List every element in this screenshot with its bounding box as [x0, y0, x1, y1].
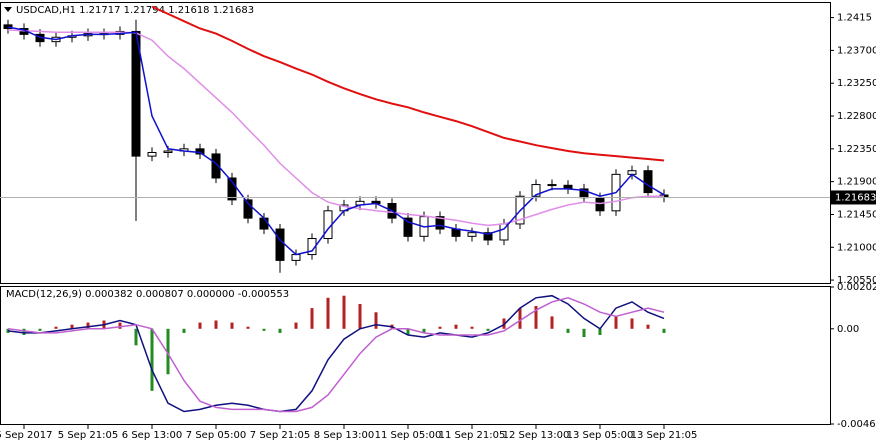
x-tick-label: 13 Sep 05:00	[567, 430, 634, 441]
histogram-bar	[422, 328, 426, 333]
x-tick-label: 5 Sep 2017	[0, 430, 53, 441]
candle-body	[643, 170, 653, 194]
histogram-bar	[598, 328, 602, 335]
histogram-bar	[86, 322, 90, 329]
histogram-bar	[438, 326, 442, 329]
candle-body	[131, 30, 141, 157]
histogram-bar	[662, 328, 666, 333]
last-price-box	[831, 190, 876, 205]
x-tick-label: 5 Sep 21:05	[58, 430, 118, 441]
histogram-bar	[38, 328, 42, 331]
histogram-bar	[646, 324, 650, 329]
x-tick-label: 11 Sep 21:05	[439, 430, 506, 441]
price-panel-frame	[0, 2, 831, 284]
histogram-bar	[470, 326, 474, 329]
histogram-bar	[326, 297, 330, 329]
candle-body	[547, 184, 557, 187]
y-tick-label: 1.2415	[837, 13, 872, 24]
y-tick-label: 1.22800	[837, 111, 876, 122]
histogram-bar	[230, 322, 234, 329]
histogram-bar	[166, 328, 170, 375]
y-tick-label: 1.20550	[837, 275, 876, 286]
y-tick-label: 1.22350	[837, 144, 876, 155]
histogram-bar	[454, 324, 458, 329]
x-tick-label: 6 Sep 13:00	[122, 430, 182, 441]
macd-panel-frame	[0, 286, 831, 425]
candle-body	[531, 184, 541, 197]
histogram-bar	[566, 328, 570, 333]
histogram-bar	[310, 308, 314, 329]
histogram-bar	[134, 328, 138, 346]
macd-title: MACD(12,26,9) 0.000382 0.000807 0.000000…	[6, 289, 289, 300]
y-tick-label: 1.21000	[837, 242, 876, 253]
x-tick-label: 8 Sep 13:00	[314, 430, 374, 441]
histogram-bar	[70, 324, 74, 329]
last-price-label: 1.21683	[835, 192, 876, 203]
y-tick-label: 1.21900	[837, 177, 876, 188]
histogram-bar	[502, 318, 506, 329]
histogram-bar	[406, 328, 410, 335]
indicator-line	[7, 297, 665, 413]
candle-body	[275, 228, 285, 261]
candle-body	[3, 24, 13, 30]
candle-body	[163, 150, 173, 153]
histogram-bar	[22, 328, 26, 335]
histogram-bar	[150, 328, 154, 391]
histogram-bar	[534, 306, 538, 329]
candle-body	[227, 177, 237, 201]
histogram-bar	[198, 322, 202, 329]
histogram-bar	[278, 328, 282, 333]
histogram-bar	[614, 316, 618, 329]
y-tick-label: 0.00	[837, 324, 859, 335]
histogram-bar	[262, 328, 266, 331]
indicator-line	[151, 5, 665, 162]
candle-body	[323, 210, 333, 240]
candle-body	[259, 217, 269, 230]
histogram-bar	[486, 328, 490, 331]
histogram-bar	[182, 328, 186, 333]
candle-body	[435, 216, 445, 230]
x-tick-label: 13 Sep 21:05	[631, 430, 698, 441]
histogram-bar	[374, 312, 378, 329]
histogram-bar	[6, 328, 10, 333]
histogram-bar	[342, 295, 346, 329]
indicator-line	[7, 294, 665, 413]
histogram-bar	[118, 322, 122, 329]
histogram-bar	[582, 328, 586, 338]
candle-body	[483, 232, 493, 241]
candle-body	[467, 232, 477, 237]
indicator-line	[7, 29, 664, 227]
x-tick-label: 7 Sep 05:00	[186, 430, 246, 441]
candle-body	[243, 199, 253, 219]
candle-body	[147, 151, 157, 157]
candle-body	[291, 254, 301, 261]
y-tick-label: 1.21450	[837, 209, 876, 220]
x-tick-label: 7 Sep 21:05	[250, 430, 310, 441]
histogram-bar	[518, 308, 522, 329]
y-tick-label: -0.004605	[837, 419, 876, 430]
title-arrow	[4, 7, 12, 12]
price-title: USDCAD,H1 1.21717 1.21794 1.21618 1.2168…	[16, 5, 254, 16]
x-tick-label: 12 Sep 13:00	[503, 430, 570, 441]
histogram-bar	[630, 318, 634, 329]
histogram-bar	[214, 320, 218, 329]
candle-body	[211, 153, 221, 179]
histogram-bar	[54, 326, 58, 329]
histogram-bar	[550, 316, 554, 329]
histogram-bar	[294, 322, 298, 329]
y-tick-label: 1.23700	[837, 45, 876, 56]
candle-body	[403, 217, 413, 237]
y-tick-label: 0.002021	[837, 282, 876, 293]
indicator-line	[7, 26, 665, 256]
histogram-bar	[246, 326, 250, 329]
y-tick-label: 1.23250	[837, 78, 876, 89]
histogram-bar	[358, 303, 362, 329]
x-tick-label: 11 Sep 05:00	[375, 430, 442, 441]
